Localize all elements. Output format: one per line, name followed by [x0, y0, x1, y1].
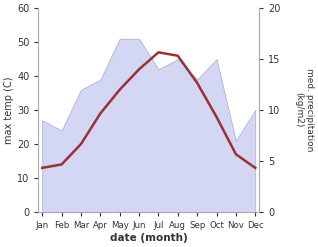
X-axis label: date (month): date (month)	[110, 233, 188, 243]
Y-axis label: max temp (C): max temp (C)	[4, 76, 14, 144]
Y-axis label: med. precipitation
(kg/m2): med. precipitation (kg/m2)	[294, 68, 314, 152]
